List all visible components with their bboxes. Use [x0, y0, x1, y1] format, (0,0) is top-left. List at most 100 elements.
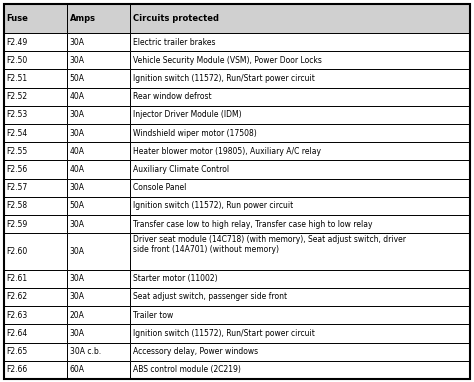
Bar — [67, 4, 130, 33]
Bar — [130, 197, 470, 215]
Text: Injector Driver Module (IDM): Injector Driver Module (IDM) — [133, 110, 241, 120]
Bar — [4, 324, 67, 343]
Bar — [67, 179, 130, 197]
Text: 30A: 30A — [70, 329, 84, 338]
Bar — [130, 233, 470, 270]
Bar — [130, 288, 470, 306]
Bar — [4, 233, 67, 270]
Bar — [130, 306, 470, 324]
Bar — [130, 70, 470, 87]
Bar — [130, 142, 470, 160]
Text: 30A c.b.: 30A c.b. — [70, 347, 101, 356]
Text: F2.60: F2.60 — [7, 247, 28, 256]
Bar — [67, 233, 130, 270]
Bar — [130, 87, 470, 106]
Text: 40A: 40A — [70, 147, 84, 156]
Bar — [4, 197, 67, 215]
Text: Rear window defrost: Rear window defrost — [133, 92, 211, 101]
Bar — [4, 361, 67, 379]
Text: Driver seat module (14C718) (with memory), Seat adjust switch, driver
side front: Driver seat module (14C718) (with memory… — [133, 235, 406, 254]
Text: Transfer case low to high relay, Transfer case high to low relay: Transfer case low to high relay, Transfe… — [133, 220, 372, 229]
Text: Auxiliary Climate Control: Auxiliary Climate Control — [133, 165, 228, 174]
Text: 30A: 30A — [70, 129, 84, 138]
Text: Ignition switch (11572), Run/Start power circuit: Ignition switch (11572), Run/Start power… — [133, 74, 314, 83]
Bar — [67, 343, 130, 361]
Bar — [67, 306, 130, 324]
Text: Windshield wiper motor (17508): Windshield wiper motor (17508) — [133, 129, 256, 138]
Bar — [67, 288, 130, 306]
Bar — [130, 215, 470, 233]
Bar — [4, 160, 67, 179]
Text: 30A: 30A — [70, 274, 84, 283]
Bar — [130, 160, 470, 179]
Text: Heater blower motor (19805), Auxiliary A/C relay: Heater blower motor (19805), Auxiliary A… — [133, 147, 320, 156]
Text: 30A: 30A — [70, 220, 84, 229]
Bar — [4, 87, 67, 106]
Text: F2.63: F2.63 — [7, 311, 28, 320]
Text: 20A: 20A — [70, 311, 84, 320]
Text: 40A: 40A — [70, 92, 84, 101]
Text: F2.56: F2.56 — [7, 165, 28, 174]
Bar — [4, 288, 67, 306]
Bar — [67, 215, 130, 233]
Text: Ignition switch (11572), Run/Start power circuit: Ignition switch (11572), Run/Start power… — [133, 329, 314, 338]
Text: Vehicle Security Module (VSM), Power Door Locks: Vehicle Security Module (VSM), Power Doo… — [133, 56, 321, 65]
Bar — [67, 106, 130, 124]
Text: F2.57: F2.57 — [7, 183, 28, 192]
Text: Seat adjust switch, passenger side front: Seat adjust switch, passenger side front — [133, 293, 287, 301]
Bar — [4, 270, 67, 288]
Text: F2.62: F2.62 — [7, 293, 28, 301]
Bar — [130, 270, 470, 288]
Bar — [67, 197, 130, 215]
Bar — [130, 33, 470, 51]
Bar — [130, 361, 470, 379]
Text: 30A: 30A — [70, 37, 84, 47]
Text: 30A: 30A — [70, 56, 84, 65]
Text: 50A: 50A — [70, 74, 84, 83]
Bar — [67, 70, 130, 87]
Bar — [4, 215, 67, 233]
Bar — [67, 87, 130, 106]
Text: Console Panel: Console Panel — [133, 183, 186, 192]
Text: Starter motor (11002): Starter motor (11002) — [133, 274, 217, 283]
Text: 30A: 30A — [70, 183, 84, 192]
Text: 40A: 40A — [70, 165, 84, 174]
Text: F2.54: F2.54 — [7, 129, 28, 138]
Text: 30A: 30A — [70, 293, 84, 301]
Bar — [130, 324, 470, 343]
Bar — [67, 270, 130, 288]
Text: Amps: Amps — [70, 14, 96, 23]
Bar — [130, 343, 470, 361]
Bar — [130, 51, 470, 70]
Bar — [4, 142, 67, 160]
Bar — [130, 179, 470, 197]
Bar — [4, 306, 67, 324]
Bar — [67, 124, 130, 142]
Bar — [67, 361, 130, 379]
Text: F2.51: F2.51 — [7, 74, 28, 83]
Bar — [4, 33, 67, 51]
Text: F2.58: F2.58 — [7, 201, 28, 210]
Bar — [67, 160, 130, 179]
Text: 50A: 50A — [70, 201, 84, 210]
Text: Trailer tow: Trailer tow — [133, 311, 173, 320]
Bar — [4, 51, 67, 70]
Text: F2.53: F2.53 — [7, 110, 28, 120]
Text: F2.61: F2.61 — [7, 274, 28, 283]
Text: F2.66: F2.66 — [7, 365, 28, 374]
Text: Ignition switch (11572), Run power circuit: Ignition switch (11572), Run power circu… — [133, 201, 293, 210]
Bar — [4, 343, 67, 361]
Text: 30A: 30A — [70, 110, 84, 120]
Text: F2.55: F2.55 — [7, 147, 28, 156]
Text: 60A: 60A — [70, 365, 84, 374]
Text: Circuits protected: Circuits protected — [133, 14, 219, 23]
Text: F2.64: F2.64 — [7, 329, 28, 338]
Text: F2.59: F2.59 — [7, 220, 28, 229]
Text: 30A: 30A — [70, 247, 84, 256]
Bar — [130, 124, 470, 142]
Bar — [4, 179, 67, 197]
Bar — [4, 124, 67, 142]
Text: Accessory delay, Power windows: Accessory delay, Power windows — [133, 347, 258, 356]
Text: F2.52: F2.52 — [7, 92, 28, 101]
Bar — [67, 142, 130, 160]
